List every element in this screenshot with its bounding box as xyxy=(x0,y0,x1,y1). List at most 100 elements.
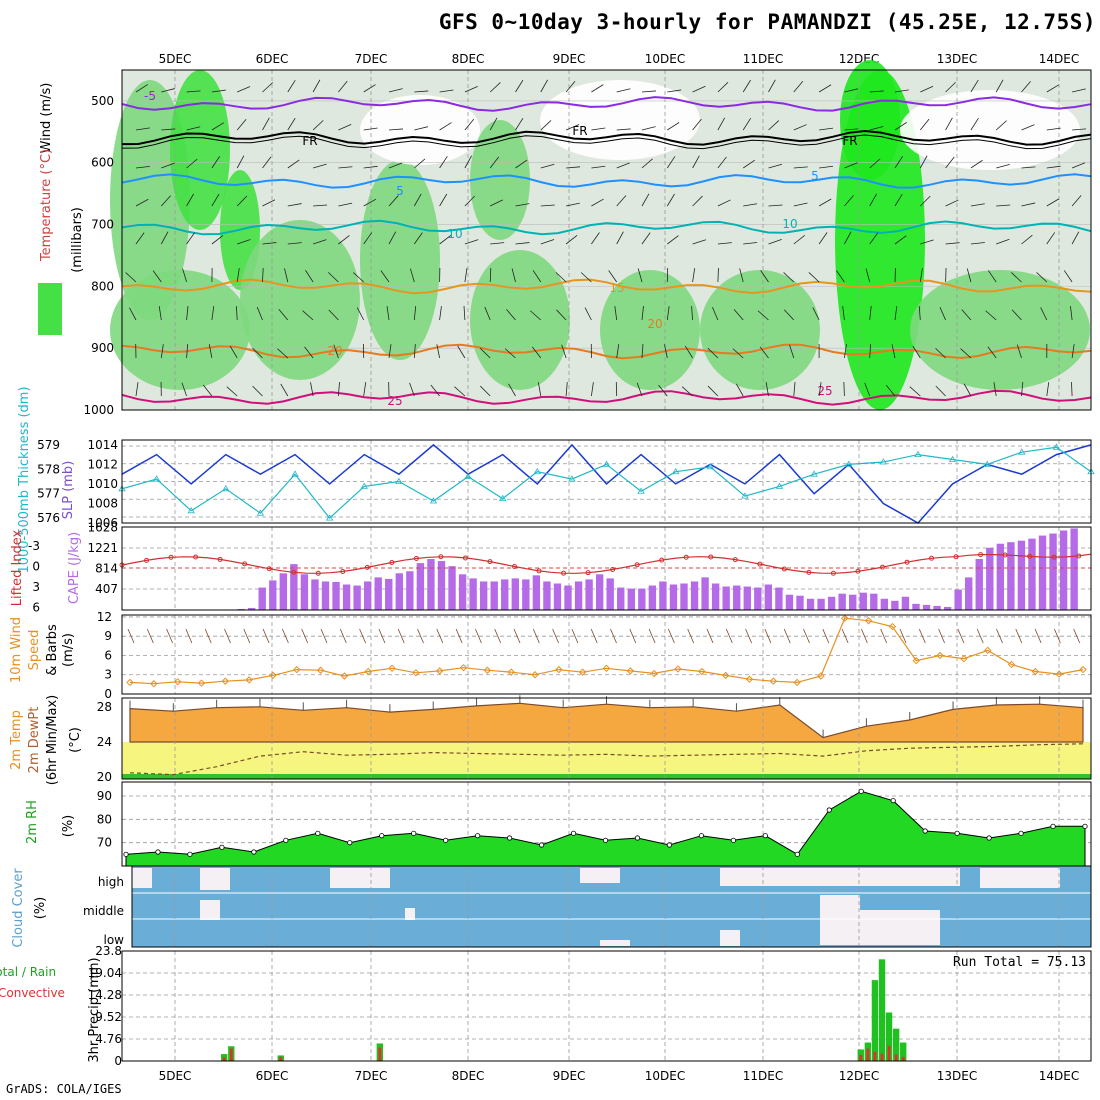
rh-point xyxy=(1018,830,1024,836)
thickness-point xyxy=(637,487,645,494)
bottom-date-label: 5DEC xyxy=(159,1069,192,1083)
rh-contour-area xyxy=(840,60,900,180)
isotherm-line xyxy=(121,96,1092,112)
rh-contour-area xyxy=(470,120,530,240)
wind-barb-10m xyxy=(899,628,907,644)
cape-bar xyxy=(891,600,899,610)
cloud-cover-axis-label: Cloud Cover xyxy=(11,868,26,948)
wind-barb xyxy=(743,242,758,245)
wind-barb xyxy=(743,203,758,207)
cape-bar xyxy=(617,587,625,610)
wind-barb-10m xyxy=(1054,628,1061,644)
wind-barb xyxy=(464,239,479,245)
temp-tick-label: 28 xyxy=(97,700,112,714)
wind-barb xyxy=(918,306,921,321)
cape-bar xyxy=(975,559,983,610)
wind-axis-label-3: & Barbs xyxy=(45,624,60,676)
wind-barb xyxy=(280,383,289,397)
wind-barb xyxy=(160,231,169,245)
thickness-point xyxy=(983,460,991,467)
wind-barb-10m xyxy=(455,628,463,644)
wind-barb-10m xyxy=(629,628,637,644)
wind-barb xyxy=(793,382,796,397)
wind-barb-10m xyxy=(532,628,540,644)
wind-barb xyxy=(388,231,397,245)
wind-barb xyxy=(439,156,448,169)
lifted-index-axis-label: Lifted Index xyxy=(10,529,25,606)
dewpt-band xyxy=(122,742,1091,779)
thickness-point xyxy=(360,482,368,489)
wind-barb xyxy=(812,307,820,321)
cape-bar xyxy=(342,584,351,610)
base-band xyxy=(122,774,1091,779)
wind-axis-label-1: 10m Wind xyxy=(9,617,24,683)
lifted-index-point xyxy=(193,554,199,560)
rh-point xyxy=(1050,823,1056,829)
wind-barb xyxy=(489,156,500,169)
wind-barb xyxy=(537,382,542,397)
rh-point xyxy=(155,849,161,855)
wind-barb xyxy=(540,120,552,131)
cape-bar xyxy=(290,564,298,610)
wind-barb xyxy=(540,239,555,245)
wind-speed-point xyxy=(436,667,444,675)
thickness-point xyxy=(810,470,818,477)
thickness-axis-label: 1000-500mb Thickness (dm) xyxy=(17,386,32,573)
cape-bar xyxy=(806,598,815,610)
thickness-point xyxy=(775,482,784,489)
lifted-index-point xyxy=(364,564,370,570)
wind-barb xyxy=(515,117,524,131)
thickness-point xyxy=(568,475,576,482)
wind-speed-point xyxy=(221,677,230,685)
cape-bar xyxy=(1007,542,1015,610)
lifted-tick-label: 3 xyxy=(32,580,40,594)
wind-speed-point xyxy=(388,664,396,673)
wind-barb-10m xyxy=(764,628,772,644)
wind-barb xyxy=(717,82,729,93)
thickness-tick-label: 578 xyxy=(37,462,60,476)
wind-barb xyxy=(252,347,263,359)
rh-contour-area xyxy=(360,160,440,360)
rh-legend-swatch xyxy=(38,283,62,335)
wind-barb xyxy=(894,193,903,207)
lifted-tick-label: 6 xyxy=(32,601,40,615)
lifted-index-point xyxy=(708,554,714,560)
wind-speed-point xyxy=(173,678,182,686)
thickness-point xyxy=(395,477,403,484)
wind-barb xyxy=(945,81,956,93)
wind-barb xyxy=(414,90,429,93)
wind-barb xyxy=(995,79,1004,93)
wind-barb-10m xyxy=(475,628,482,644)
cape-bar xyxy=(638,588,646,610)
wind-barb xyxy=(414,158,426,169)
wind-barb xyxy=(479,347,491,359)
slp-tick-label: 1008 xyxy=(87,496,118,510)
wind-barb xyxy=(236,118,247,131)
wind-barb xyxy=(591,232,600,245)
wind-barb xyxy=(161,128,176,131)
wind-barb xyxy=(430,384,440,397)
wind-barb-10m xyxy=(668,628,675,644)
wind-barb xyxy=(692,195,703,207)
wind-barb xyxy=(869,193,877,207)
wind-barb xyxy=(439,122,452,131)
slp-axis-label: SLP (mb) xyxy=(61,461,76,520)
wind-barb xyxy=(637,268,643,283)
cape-bar xyxy=(374,577,382,610)
cape-bar xyxy=(406,571,414,610)
rh-point xyxy=(698,833,705,839)
wind-speed-point xyxy=(126,678,134,687)
convective-precip-bar xyxy=(873,1051,877,1061)
cape-bar xyxy=(859,592,867,610)
cape-bar xyxy=(711,583,720,610)
wind-barb xyxy=(818,232,828,245)
wind-barb xyxy=(768,204,783,207)
cape-bar xyxy=(427,559,435,610)
wind-barb xyxy=(1071,381,1073,397)
wind-barb xyxy=(691,306,693,321)
bottom-date-label: 6DEC xyxy=(256,1069,289,1083)
dewpoint-line xyxy=(129,743,1084,776)
wind-barb xyxy=(262,242,277,245)
bottom-date-label: 7DEC xyxy=(355,1069,388,1083)
wind-barb xyxy=(641,126,656,131)
